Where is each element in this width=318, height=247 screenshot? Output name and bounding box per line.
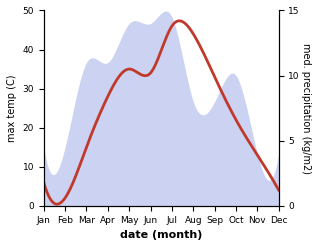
- Y-axis label: max temp (C): max temp (C): [7, 74, 17, 142]
- Y-axis label: med. precipitation (kg/m2): med. precipitation (kg/m2): [301, 43, 311, 174]
- X-axis label: date (month): date (month): [120, 230, 203, 240]
